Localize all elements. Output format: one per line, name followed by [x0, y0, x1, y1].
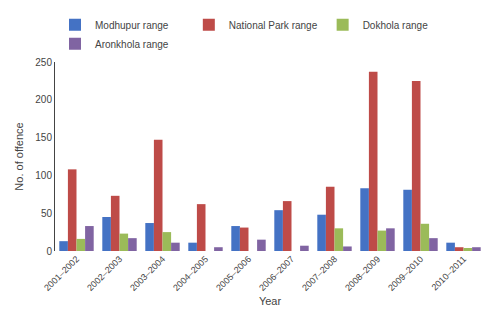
svg-text:2006–2007: 2006–2007: [257, 254, 296, 293]
svg-text:2010–2011: 2010–2011: [430, 254, 468, 292]
svg-text:Aronkhola range: Aronkhola range: [95, 39, 169, 50]
svg-text:2005–2006: 2005–2006: [214, 254, 253, 293]
svg-text:2008–2009: 2008–2009: [343, 254, 382, 293]
svg-text:No. of offence: No. of offence: [13, 122, 25, 190]
svg-text:2009–2010: 2009–2010: [386, 254, 425, 293]
svg-text:150: 150: [35, 132, 52, 143]
svg-text:Year: Year: [259, 295, 282, 307]
svg-text:2004–2005: 2004–2005: [171, 254, 210, 293]
svg-text:50: 50: [41, 208, 53, 219]
svg-text:2007–2008: 2007–2008: [300, 254, 339, 293]
svg-text:2002–2003: 2002–2003: [85, 254, 124, 293]
svg-text:0: 0: [46, 246, 52, 257]
svg-text:250: 250: [35, 57, 52, 68]
svg-text:Dokhola range: Dokhola range: [363, 20, 428, 31]
svg-text:Modhupur range: Modhupur range: [95, 20, 169, 31]
svg-text:2001–2002: 2001–2002: [42, 254, 81, 293]
svg-text:National Park range: National Park range: [229, 20, 318, 31]
svg-text:2003–2004: 2003–2004: [128, 254, 167, 293]
svg-text:200: 200: [35, 94, 52, 105]
svg-text:100: 100: [35, 170, 52, 181]
